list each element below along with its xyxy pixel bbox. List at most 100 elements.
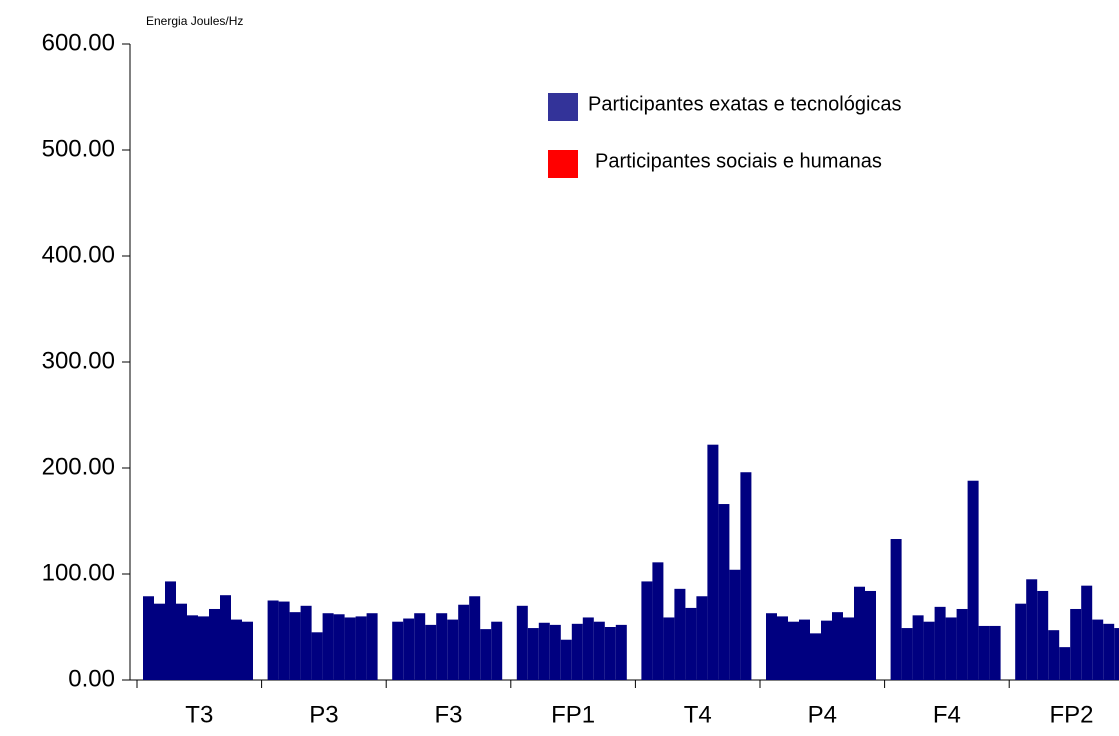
x-tick-label: T3 [185,701,213,728]
bar [447,619,459,680]
bar [143,596,154,680]
bar [901,628,913,680]
bar [571,623,583,680]
bar [1059,647,1071,680]
x-tick-label: FP2 [1049,701,1093,728]
bar [890,539,902,680]
legend-text: Participantes exatas e tecnológicas [588,93,902,115]
bar [1037,590,1049,680]
y-tick-label: 500.00 [42,135,115,162]
bar [652,562,664,680]
bar [220,595,231,680]
bar [278,601,290,680]
bar [198,616,209,680]
y-tick-label: 0.00 [68,665,115,692]
bar [527,628,539,680]
bar [366,613,378,680]
bar [604,627,616,680]
bar [480,629,492,680]
bar [242,621,253,680]
bar [311,632,323,680]
bar [854,586,865,680]
bar [1026,579,1038,680]
bar [718,504,730,680]
bar [663,617,675,680]
bar [1081,585,1093,680]
bar [300,605,312,680]
bar [865,590,876,680]
bar [729,569,741,680]
bar [934,606,946,680]
bar [491,621,503,680]
bar [1070,608,1082,680]
x-tick-label: F4 [933,701,961,728]
bar [766,613,777,680]
bar [458,604,470,680]
bar [945,617,957,680]
bar [978,625,990,680]
bar [740,472,752,680]
legend-swatch [548,93,578,121]
bar [1048,630,1060,680]
bar [777,616,788,680]
y-tick-label: 200.00 [42,453,115,480]
bar [414,613,426,680]
bar [615,624,627,680]
x-tick-label: F3 [434,701,462,728]
x-tick-label: FP1 [551,701,595,728]
bar [344,617,356,680]
bar [799,619,810,680]
y-tick-label: 600.00 [42,29,115,56]
bar [912,615,924,680]
y-tick-label: 300.00 [42,347,115,374]
bar [289,612,301,680]
bar [593,621,605,680]
bar [436,613,448,680]
y-tick-label: 100.00 [42,559,115,586]
bar [1103,623,1115,680]
bar [1114,628,1119,680]
bar [355,616,367,680]
bar [333,614,345,680]
bar [516,605,528,680]
y-axis-label: Energia Joules/Hz [146,14,243,28]
bar [582,617,594,680]
bar [788,621,799,680]
bar [425,624,437,680]
y-tick-label: 400.00 [42,241,115,268]
x-tick-label: T4 [684,701,712,728]
bar [322,613,334,680]
bar [165,581,176,680]
bar [843,617,854,680]
bar [392,621,404,680]
bar [267,600,279,680]
bar [538,622,550,680]
bar [641,581,653,680]
bar [469,596,481,680]
bar [707,444,719,680]
bar [674,588,686,680]
bar [209,608,220,680]
bar [696,596,708,680]
bar [176,603,187,680]
bar [403,618,415,680]
bar [560,639,572,680]
bar [1015,603,1027,680]
x-tick-label: P3 [309,701,338,728]
bar [989,625,1001,680]
bar [821,620,832,680]
bar [810,633,821,680]
bar [187,615,198,680]
bar [832,612,843,680]
bar [967,480,979,680]
bar [685,607,697,680]
legend-swatch [548,150,578,178]
bar [154,603,165,680]
legend-text: Participantes sociais e humanas [595,150,882,172]
bar [956,608,968,680]
bar [1092,619,1104,680]
bar [549,624,561,680]
bar [923,621,935,680]
bar [231,619,242,680]
